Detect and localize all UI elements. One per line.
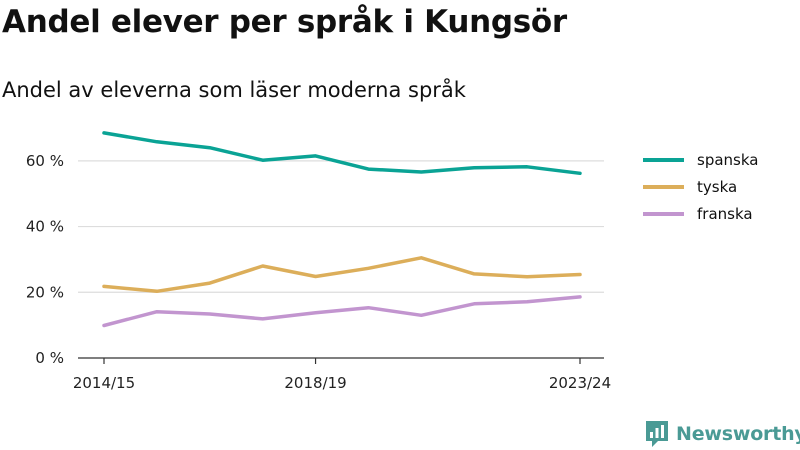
series-line-franska — [102, 295, 582, 328]
legend: spanska tyska franska — [643, 151, 758, 223]
series-lines — [102, 131, 582, 328]
chart-title: Andel elever per språk i Kungsör — [2, 4, 567, 40]
legend-item-spanska: spanska — [643, 151, 758, 169]
brand-logo: Newsworthy — [644, 418, 800, 450]
y-axis: 0 % 20 % 40 % 60 % — [26, 152, 64, 367]
bar-chart-speech-icon — [646, 421, 668, 447]
legend-item-franska: franska — [643, 205, 753, 223]
series-line-tyska — [102, 256, 582, 294]
x-axis: 2014/15 2018/19 2023/24 — [73, 358, 611, 392]
x-tick-label: 2018/19 — [284, 374, 346, 392]
y-tick-label: 40 % — [26, 218, 64, 236]
y-tick-label: 0 % — [35, 349, 64, 367]
legend-label: franska — [697, 205, 753, 223]
chart-subtitle: Andel av eleverna som läser moderna språ… — [2, 78, 466, 102]
legend-label: tyska — [697, 178, 737, 196]
legend-item-tyska: tyska — [643, 178, 737, 196]
y-tick-label: 60 % — [26, 152, 64, 170]
x-tick-label: 2023/24 — [549, 374, 611, 392]
x-tick-label: 2014/15 — [73, 374, 135, 392]
y-tick-label: 20 % — [26, 283, 64, 301]
brand-name: Newsworthy — [676, 423, 800, 445]
series-line-spanska — [102, 131, 582, 176]
legend-label: spanska — [697, 151, 758, 169]
